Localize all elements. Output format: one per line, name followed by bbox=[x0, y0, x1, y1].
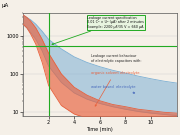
Text: Leakage current behaviour
of electrolytic capacitors with:: Leakage current behaviour of electrolyti… bbox=[91, 54, 141, 63]
Text: Leakage current specification
0.01 Cᴿ × Uᴿ (μA) after 2 minutes
Example: 2200 μF: Leakage current specification 0.01 Cᴿ × … bbox=[52, 16, 144, 45]
Text: μA: μA bbox=[1, 4, 9, 9]
Text: water based  electrolyte: water based electrolyte bbox=[91, 85, 135, 93]
X-axis label: Time (min): Time (min) bbox=[86, 126, 113, 131]
Text: organic solvent electrolyte: organic solvent electrolyte bbox=[91, 71, 139, 106]
